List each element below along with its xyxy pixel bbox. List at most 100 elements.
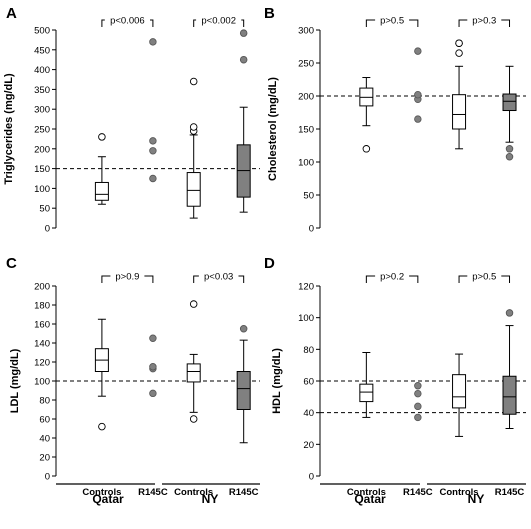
x-category-label: Controls — [82, 487, 121, 498]
y-tick-label: 40 — [303, 408, 314, 419]
data-point — [414, 389, 422, 398]
data-point — [149, 38, 157, 46]
p-value-label: p>0.9 — [115, 272, 139, 283]
data-point — [414, 115, 422, 123]
outlier-point — [98, 133, 106, 141]
p-value-bg — [467, 270, 502, 282]
data-point — [414, 47, 422, 55]
box — [452, 94, 467, 130]
p-value-label: p>0.2 — [380, 272, 404, 283]
x-category-label: R145C — [403, 487, 433, 498]
data-point — [414, 90, 422, 99]
p-value-label: p<0.03 — [204, 272, 233, 283]
y-tick-label: 250 — [298, 59, 314, 70]
x-category-label: R145C — [229, 487, 259, 498]
data-point — [149, 147, 157, 155]
panel-label: A — [6, 5, 17, 22]
y-tick-label: 450 — [34, 45, 50, 56]
y-tick-label: 200 — [34, 144, 50, 155]
data-point — [149, 137, 157, 145]
y-tick-label: 120 — [34, 358, 50, 369]
outlier-point — [239, 55, 248, 64]
p-value-label: p>0.5 — [472, 272, 496, 283]
p-value-bg — [110, 270, 145, 282]
p-value-label: p<0.006 — [110, 16, 145, 27]
x-category-label: Controls — [440, 487, 479, 498]
panel-b: B 0 50 100 150 200 250 300 Cholesterol (mg/dL) p>… — [264, 5, 526, 235]
outlier-point — [189, 300, 198, 308]
y-tick-label: 20 — [303, 440, 314, 451]
y-tick-label: 60 — [303, 377, 314, 388]
p-value-bg — [198, 270, 239, 282]
panel-a: A 0 50 100 150 200 250 300 350 400 450 500 Triglycer… — [3, 5, 260, 235]
data-point — [149, 363, 157, 371]
p-value-label: p<0.002 — [201, 16, 236, 27]
panel-d: D 0 20 40 60 80 100 120 HDL (mg/dL) p>0.2 p>0.5 Con… — [264, 255, 526, 498]
y-tick-label: 100 — [298, 158, 314, 169]
y-tick-label: 20 — [39, 453, 50, 464]
outlier-point — [98, 422, 106, 431]
p-value-bg — [104, 14, 150, 26]
y-tick-label: 0 — [309, 472, 314, 483]
box — [236, 371, 251, 410]
p-value-label: p>0.3 — [472, 16, 496, 27]
y-tick-label: 300 — [298, 26, 314, 37]
box — [502, 375, 517, 415]
outlier-point — [505, 309, 514, 317]
y-tick-label: 500 — [34, 26, 50, 37]
group-label-qatar-2: Qatar — [354, 492, 386, 506]
panels-layer: A050100150200250300350400450500Triglycer… — [3, 5, 526, 498]
panel-label: B — [264, 5, 275, 22]
outlier-point — [189, 415, 198, 423]
outlier-point — [455, 49, 463, 57]
group-label-ny: NY — [202, 492, 219, 506]
box — [186, 363, 201, 383]
y-tick-label: 140 — [34, 339, 50, 350]
y-tick-label: 150 — [298, 125, 314, 136]
data-point — [414, 382, 422, 390]
y-axis-title: HDL (mg/dL) — [271, 348, 283, 414]
p-value-label: p>0.5 — [380, 16, 404, 27]
outlier-point — [505, 152, 514, 161]
y-tick-label: 350 — [34, 85, 50, 96]
box — [359, 383, 374, 403]
data-point — [414, 402, 422, 411]
outlier-point — [505, 145, 514, 153]
data-point — [414, 413, 422, 422]
p-value-bg — [467, 14, 502, 26]
y-tick-label: 100 — [298, 313, 314, 324]
box — [502, 93, 517, 112]
y-axis-title: LDL (mg/dL) — [9, 348, 21, 413]
y-tick-label: 50 — [39, 204, 50, 215]
x-category-label: Controls — [174, 487, 213, 498]
panel-label: D — [264, 255, 275, 272]
y-tick-label: 0 — [309, 224, 314, 235]
x-category-label: R145C — [495, 487, 525, 498]
panel-label: C — [6, 255, 17, 272]
y-tick-label: 150 — [34, 164, 50, 175]
group-label-ny-2: NY — [468, 492, 485, 506]
group-labels-layer: Qatar NY Qatar NY — [56, 483, 526, 506]
box — [94, 181, 109, 201]
y-tick-label: 180 — [34, 301, 50, 312]
box — [186, 172, 201, 207]
group-label-qatar: Qatar — [92, 492, 124, 506]
outlier-point — [239, 29, 248, 37]
panel-c: C 0 20 40 60 80 100 120 140 160 180 200 LDL (mg/dL) p… — [6, 255, 260, 498]
p-value-bg — [375, 14, 410, 26]
data-point — [149, 334, 157, 342]
y-tick-label: 120 — [298, 282, 314, 293]
data-point — [149, 389, 157, 398]
x-category-label: Controls — [347, 487, 386, 498]
box — [452, 374, 467, 409]
y-tick-label: 160 — [34, 320, 50, 331]
y-tick-label: 40 — [39, 434, 50, 445]
y-tick-label: 0 — [45, 224, 50, 235]
y-tick-label: 400 — [34, 65, 50, 76]
y-tick-label: 200 — [298, 92, 314, 103]
y-tick-label: 100 — [34, 184, 50, 195]
y-tick-label: 100 — [34, 377, 50, 388]
outlier-point — [189, 123, 198, 131]
p-value-bg — [375, 270, 410, 282]
